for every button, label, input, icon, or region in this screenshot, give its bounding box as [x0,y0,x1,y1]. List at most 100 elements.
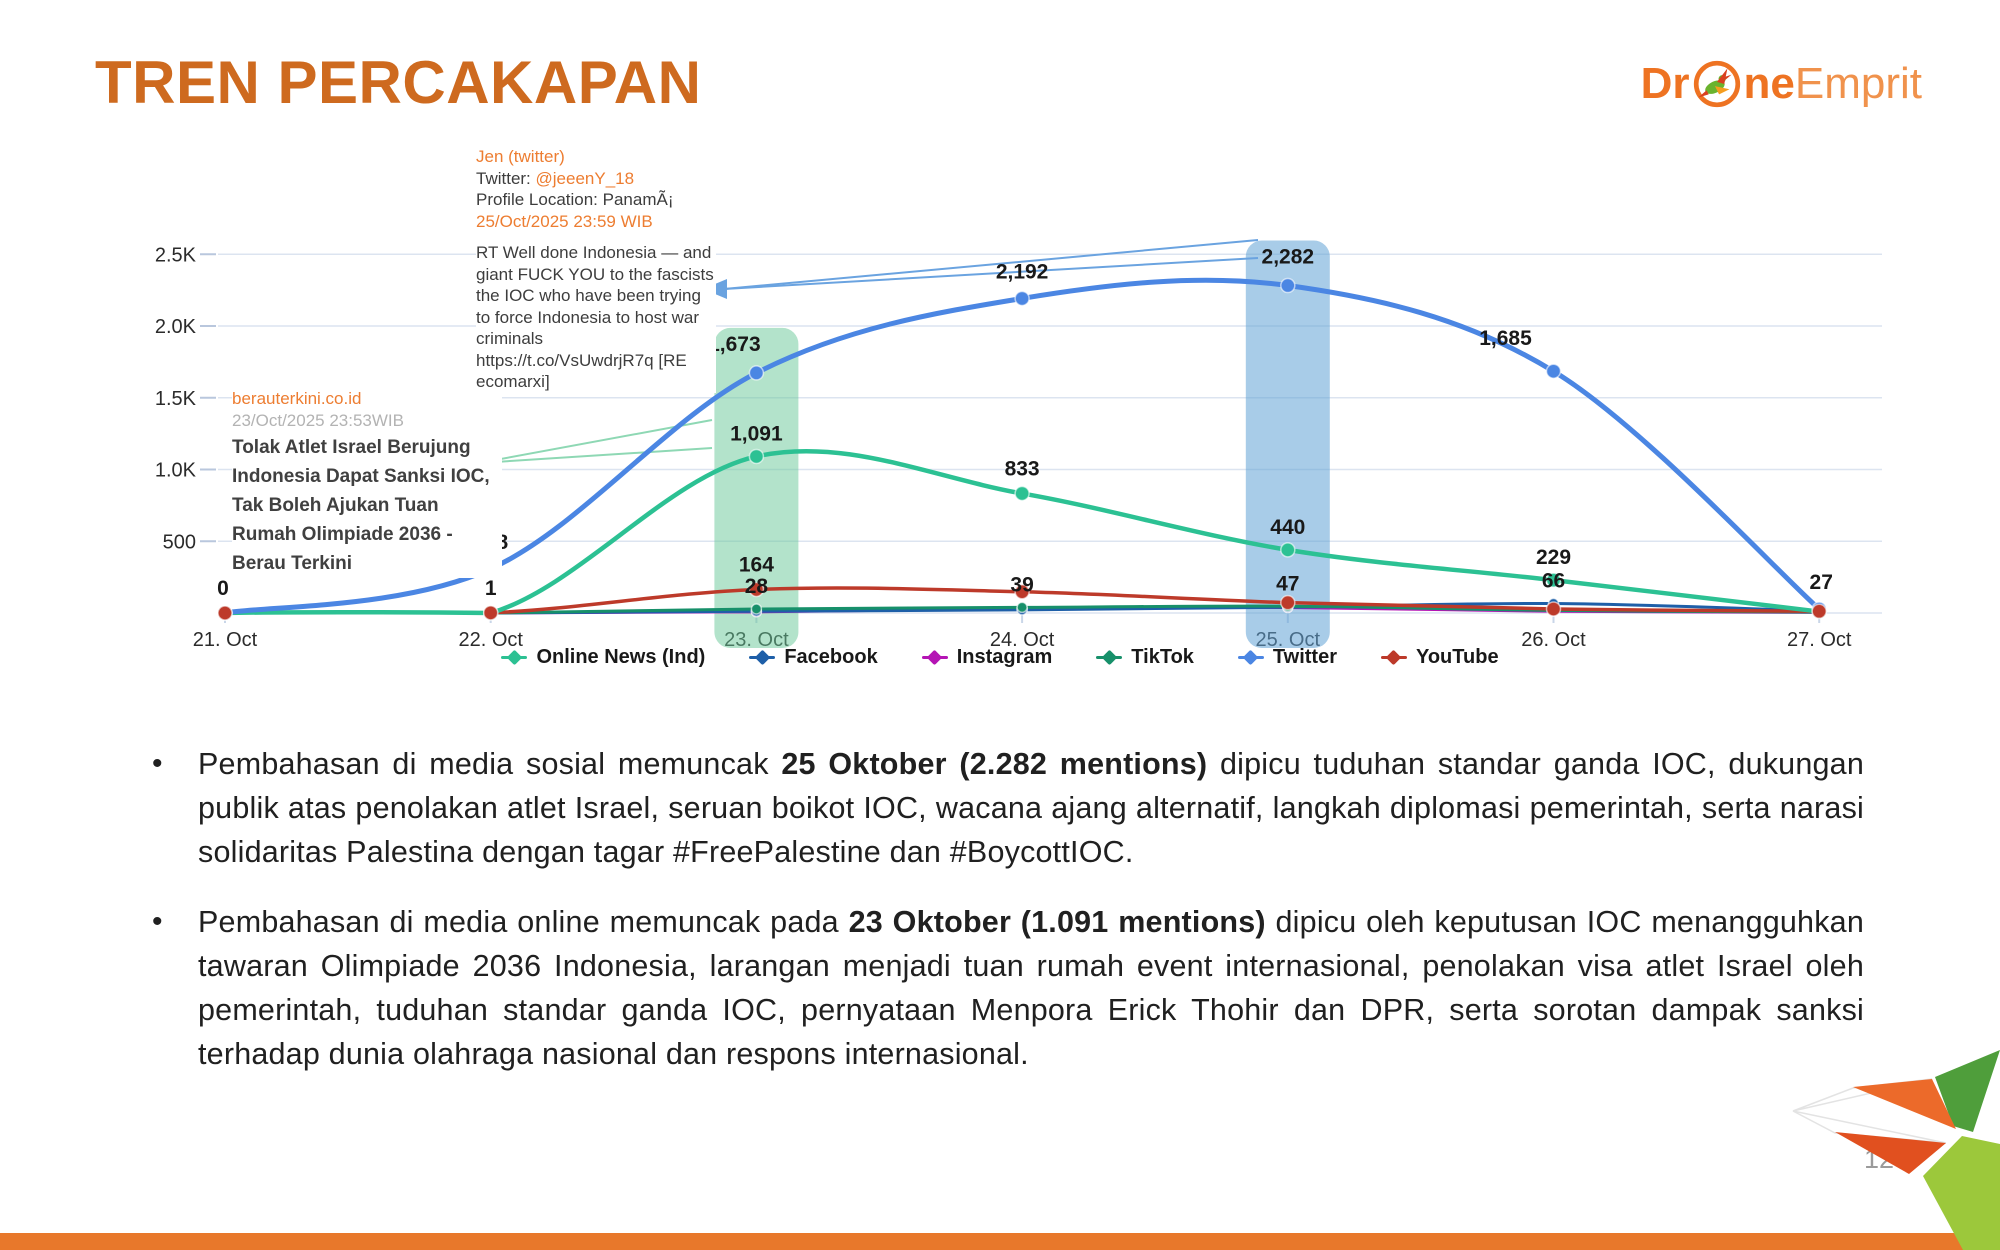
data-point [219,607,231,619]
data-point [1811,601,1827,617]
data-point [1016,604,1028,616]
y-tick-label: 1.0K [155,460,197,482]
footer-bar [0,1233,2000,1250]
tweet-location: Profile Location: PanamÃ¡ [476,190,674,209]
data-point [217,605,233,621]
data-point [750,603,763,615]
data-label: 1,685 [1479,327,1532,350]
data-point [1813,606,1825,618]
series-line-youtube [223,586,1821,615]
legend-item-youtube[interactable]: YouTube [1380,646,1499,669]
bullet-item: • Pembahasan di media sosial memuncak 25 … [148,742,1864,874]
data-point [1016,602,1028,615]
data-label: 39 [1010,573,1033,596]
bullet-marker: • [152,747,163,780]
series-line-tiktok [223,604,1821,615]
y-tick-label: 500 [163,531,196,553]
data-point [1014,290,1030,307]
callout-line [723,257,1259,290]
data-label: 47 [1276,572,1299,595]
page-title: TREN PERCAKAPAN [95,49,702,116]
data-label: 1,091 [730,422,783,445]
data-point [484,607,497,619]
tweet-author: Jen (twitter) [476,147,565,166]
data-point [1014,584,1030,600]
series-line-instagram [223,605,1821,615]
legend-label: Instagram [956,646,1053,668]
data-point [1280,542,1296,558]
data-point [484,607,497,619]
data-point [1016,601,1028,614]
data-label: 833 [1005,457,1040,480]
data-label: 66 [1542,570,1565,593]
tweet-handle: @jeeenY_18 [535,168,635,188]
data-point [750,605,763,618]
data-label: 27 [1810,571,1833,594]
data-point [748,365,765,381]
tweet-body: RT Well done Indonesia — and giant FUCK … [476,243,714,391]
news-timestamp: 23/Oct/2025 23:53WIB [232,410,404,430]
legend-item-instagram[interactable]: Instagram [921,646,1053,669]
data-point [1547,597,1560,610]
series-line-facebook [223,601,1821,615]
data-point [217,605,233,621]
legend-item-twitter[interactable]: Twitter [1237,646,1337,669]
tweet-handle-line: Twitter: @jeeenY_18 [476,168,635,188]
data-label: 440 [1270,516,1305,539]
news-source: berauterkini.co.id [232,389,362,408]
legend-marker-icon [749,649,776,666]
legend-marker-icon [1096,649,1123,666]
data-point [1282,600,1294,613]
drone-emprit-logo: Dr ne Emprit [1641,58,1922,110]
data-point [1014,485,1030,502]
logo-text-ne: ne [1743,59,1795,108]
data-point [748,448,765,465]
data-point [1547,604,1560,617]
legend-label: Twitter [1272,646,1337,668]
legend-marker-icon [1380,649,1407,666]
chart-legend: Online News (Ind) Facebook Instagram TikTok… [150,646,1850,669]
bullet-item: • Pembahasan di media online memuncak pad… [148,900,1864,1076]
legend-item-facebook[interactable]: Facebook [749,646,878,669]
highlight-band [1245,240,1330,648]
data-point [1280,594,1296,611]
data-point [1282,601,1294,614]
callout-line [723,239,1259,290]
data-label: 164 [739,553,774,576]
data-label: 229 [1536,546,1571,569]
data-point [219,607,231,619]
corner-decoration [1792,1050,2000,1250]
data-point [1811,603,1827,620]
data-point [748,581,765,598]
data-point [1545,572,1562,588]
legend-marker-icon [501,649,528,666]
data-label: 1 [485,577,497,600]
data-label: 28 [745,575,769,598]
tweet-timestamp: 25/Oct/2025 23:59 WIB [476,211,653,231]
y-tick-label: 2.0K [155,316,197,338]
legend-item-tiktok[interactable]: TikTok [1096,646,1194,669]
data-point [1545,601,1562,617]
bird-circle-icon [1693,60,1740,108]
y-tick-label: 2.5K [155,244,197,266]
data-point [1813,606,1825,619]
bullet-marker: • [152,905,163,938]
legend-label: YouTube [1415,646,1499,668]
data-point [750,606,763,618]
callout-line [478,447,713,464]
data-point [1282,601,1294,614]
bullet-list: • Pembahasan di media sosial memuncak 25 … [148,742,1864,1102]
legend-marker-icon [1237,649,1264,666]
legend-marker-icon [921,649,948,666]
callout-line [478,419,713,464]
legend-item-online-news-ind[interactable]: Online News (Ind) [501,646,705,669]
bullet-text: Pembahasan di media sosial memuncak 25 O… [198,747,1864,869]
data-point [1811,603,1827,620]
legend-label: TikTok [1131,646,1194,668]
data-point [219,607,231,619]
data-point [484,607,497,619]
logo-text-emprit: Emprit [1794,59,1922,108]
data-point [1547,605,1560,618]
data-label: 2,282 [1262,246,1315,269]
